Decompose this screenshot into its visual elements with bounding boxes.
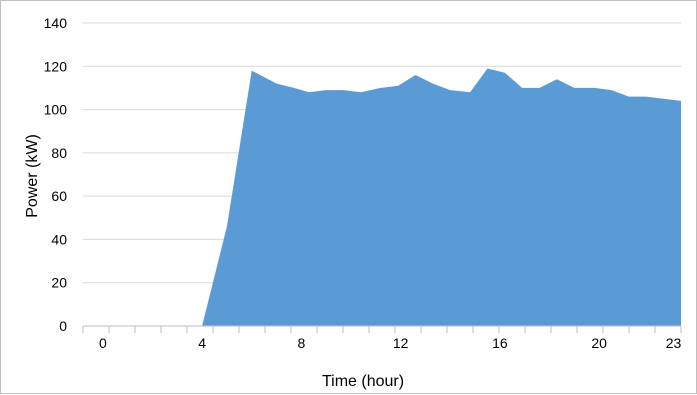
x-tick-label-0: 0 [99,335,107,351]
y-tick-label-20: 20 [51,275,67,291]
x-tick-label-8: 8 [297,335,305,351]
x-tick-label-12: 12 [393,335,409,351]
y-tick-label-100: 100 [44,102,68,118]
plot-area [202,68,681,326]
x-axis [82,325,682,333]
area-series-0 [202,68,681,326]
x-axis-tick-labels: 0 4 8 12 16 20 23 [99,335,682,351]
y-tick-label-80: 80 [51,145,67,161]
x-axis-title: Time (hour) [322,373,404,390]
y-tick-label-0: 0 [59,318,67,334]
y-tick-label-40: 40 [51,231,67,247]
y-tick-label-140: 140 [44,15,68,31]
y-axis-title: Power (kW) [24,134,41,218]
x-tick-label-4: 4 [198,335,206,351]
y-tick-label-120: 120 [44,58,68,74]
x-tick-label-20: 20 [591,335,607,351]
x-tick-label-23: 23 [666,335,682,351]
x-tick-label-16: 16 [492,335,508,351]
y-tick-label-60: 60 [51,188,67,204]
y-axis-tick-labels: 0 20 40 60 80 100 120 140 [44,15,68,334]
